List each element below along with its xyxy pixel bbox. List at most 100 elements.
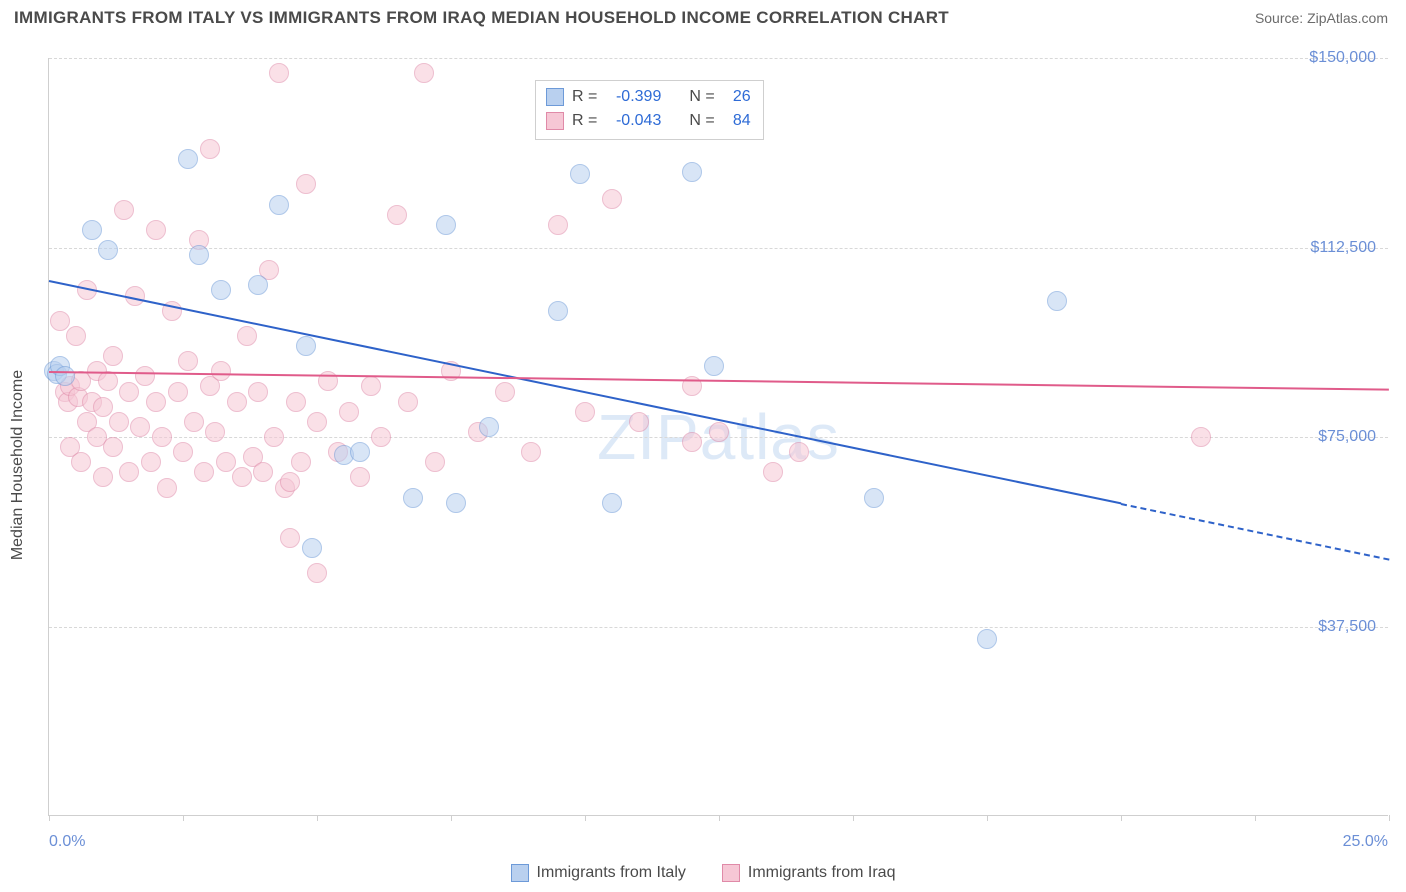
scatter-point [130,417,150,437]
x-tick [451,815,452,821]
scatter-point [71,452,91,472]
scatter-point [307,563,327,583]
scatter-point [98,371,118,391]
scatter-point [253,462,273,482]
scatter-point [114,200,134,220]
legend-swatch-iraq [722,864,740,882]
x-tick [1255,815,1256,821]
scatter-point [575,402,595,422]
x-axis-max-label: 25.0% [1343,833,1388,851]
scatter-point [682,432,702,452]
scatter-point [237,326,257,346]
y-tick-label: $37,500 [1318,618,1376,636]
scatter-point [398,392,418,412]
chart-wrap: Median Household Income ZIPatlas R = -0.… [0,38,1406,892]
scatter-point [269,195,289,215]
y-axis-title: Median Household Income [9,370,27,560]
legend-swatch-italy [511,864,529,882]
scatter-point [371,427,391,447]
scatter-point [103,437,123,457]
scatter-point [200,139,220,159]
scatter-point [682,162,702,182]
x-tick [317,815,318,821]
scatter-point [286,392,306,412]
gridline [49,58,1388,59]
scatter-point [146,220,166,240]
scatter-point [173,442,193,462]
scatter-point [119,462,139,482]
source-label: Source: ZipAtlas.com [1255,10,1388,26]
stat-row-iraq: R = -0.043 N = 84 [546,109,751,133]
scatter-point [205,422,225,442]
chart-title: IMMIGRANTS FROM ITALY VS IMMIGRANTS FROM… [14,8,949,28]
scatter-point [211,361,231,381]
scatter-point [280,472,300,492]
scatter-point [704,356,724,376]
stat-N-iraq: 84 [723,109,751,133]
scatter-point [1047,291,1067,311]
title-row: IMMIGRANTS FROM ITALY VS IMMIGRANTS FROM… [0,0,1406,34]
stat-N-italy: 26 [723,85,751,109]
gridline [49,627,1388,628]
x-tick [719,815,720,821]
scatter-point [1191,427,1211,447]
legend-label-italy: Immigrants from Italy [537,864,686,882]
scatter-point [109,412,129,432]
scatter-point [141,452,161,472]
scatter-point [55,366,75,386]
scatter-point [350,442,370,462]
scatter-point [302,538,322,558]
legend-item-italy: Immigrants from Italy [511,864,686,882]
scatter-point [264,427,284,447]
scatter-point [103,346,123,366]
scatter-point [82,220,102,240]
plot-area: ZIPatlas R = -0.399 N = 26 R = -0.043 N … [48,58,1388,816]
scatter-point [178,351,198,371]
scatter-point [296,336,316,356]
y-tick-label: $112,500 [1310,239,1376,257]
scatter-point [548,301,568,321]
scatter-point [119,382,139,402]
scatter-point [296,174,316,194]
stat-N-label-2: N = [689,109,714,133]
bottom-legend: Immigrants from Italy Immigrants from Ir… [0,864,1406,882]
scatter-point [184,412,204,432]
scatter-point [178,149,198,169]
stat-R-iraq: -0.043 [605,109,661,133]
scatter-point [548,215,568,235]
x-tick [49,815,50,821]
scatter-point [864,488,884,508]
scatter-point [602,189,622,209]
swatch-italy [546,88,564,106]
scatter-point [93,397,113,417]
scatter-point [602,493,622,513]
scatter-point [709,422,729,442]
scatter-point [93,467,113,487]
y-tick-label: $75,000 [1318,428,1376,446]
scatter-point [361,376,381,396]
scatter-point [495,382,515,402]
scatter-point [339,402,359,422]
stat-row-italy: R = -0.399 N = 26 [546,85,751,109]
x-tick [987,815,988,821]
scatter-point [387,205,407,225]
scatter-point [66,326,86,346]
x-tick [1121,815,1122,821]
scatter-point [446,493,466,513]
gridline [49,248,1388,249]
scatter-point [977,629,997,649]
stat-R-label-2: R = [572,109,597,133]
scatter-point [168,382,188,402]
scatter-point [307,412,327,432]
x-tick [183,815,184,821]
scatter-point [152,427,172,447]
scatter-point [248,382,268,402]
scatter-point [280,528,300,548]
y-tick-label: $150,000 [1309,49,1376,67]
scatter-point [146,392,166,412]
scatter-point [269,63,289,83]
scatter-point [157,478,177,498]
scatter-point [291,452,311,472]
x-axis-min-label: 0.0% [49,833,85,851]
scatter-point [194,462,214,482]
